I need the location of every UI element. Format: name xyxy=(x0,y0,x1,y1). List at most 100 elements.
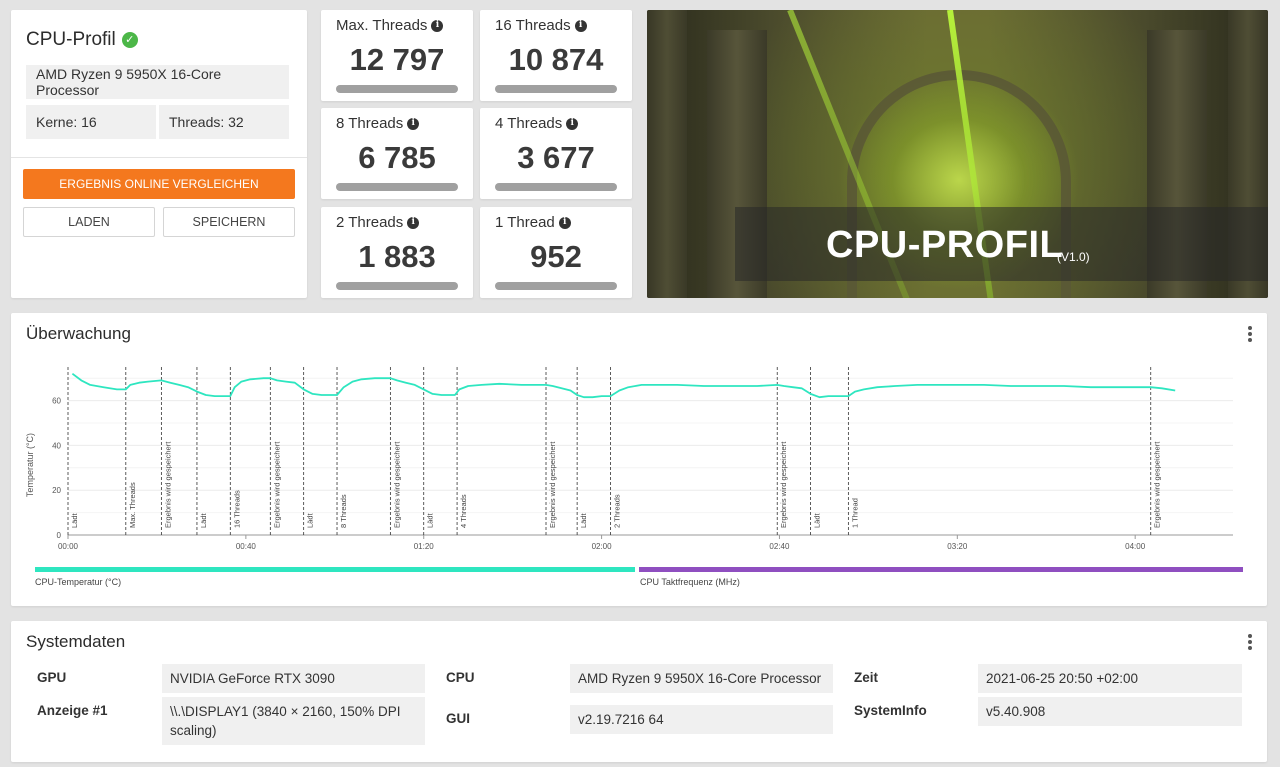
score-label: 16 Threads i xyxy=(495,17,587,34)
phase-marker-label: Max. Threads xyxy=(128,482,137,528)
score-card-2-threads: 2 Threads i 1 883 xyxy=(321,207,473,298)
score-value: 3 677 xyxy=(517,140,595,175)
save-button[interactable]: SPEICHERN xyxy=(163,207,295,237)
phase-marker-label: Lädt xyxy=(306,512,315,528)
phase-marker-label: Ergebnis wird gespeichert xyxy=(392,441,401,528)
score-card-1-thread: 1 Thread i 952 xyxy=(480,207,632,298)
score-label: 4 Threads i xyxy=(495,115,579,132)
gui-label: GUI xyxy=(446,711,471,726)
phase-marker-label: Ergebnis wird gespeichert xyxy=(1153,441,1162,528)
score-card-16-threads: 16 Threads i 10 874 xyxy=(480,10,632,101)
cpu-label: CPU xyxy=(446,670,475,685)
x-tick-label: 02:00 xyxy=(592,542,613,551)
monitoring-title: Überwachung xyxy=(26,324,131,343)
x-tick-label: 04:00 xyxy=(1125,542,1146,551)
phase-marker-label: Lädt xyxy=(199,512,208,528)
phase-marker-label: Lädt xyxy=(426,512,435,528)
profile-title: CPU-Profil ✓ xyxy=(26,29,138,51)
more-menu-icon[interactable] xyxy=(1247,634,1253,650)
phase-marker-label: Lädt xyxy=(813,512,822,528)
y-tick-label: 0 xyxy=(57,531,62,540)
system-data-title: Systemdaten xyxy=(26,632,126,651)
score-label: 1 Thread i xyxy=(495,214,571,231)
profile-card: CPU-Profil ✓ AMD Ryzen 9 5950X 16-Core P… xyxy=(11,10,307,298)
monitoring-card: Überwachung 0 20 40 60 00:00 00:40 01:20 02:00 0… xyxy=(11,313,1267,606)
temperature-series-line xyxy=(71,372,1176,399)
display-value: \\.\DISPLAY1 (3840 × 2160, 150% DPI scal… xyxy=(162,697,425,745)
legend-label-temperature: CPU-Temperatur (°C) xyxy=(35,577,122,587)
pillar-far-left xyxy=(647,10,687,298)
score-bar xyxy=(495,282,617,290)
score-label-text: 4 Threads xyxy=(495,115,563,132)
phase-marker-label: 16 Threads xyxy=(232,490,241,528)
phase-marker-label: Lädt xyxy=(579,512,588,528)
info-icon[interactable]: i xyxy=(407,117,420,130)
phase-marker-label: Ergebnis wird gespeichert xyxy=(548,441,557,528)
phase-marker-label: 8 Threads xyxy=(339,494,348,528)
score-bar xyxy=(336,183,458,191)
divider xyxy=(11,157,307,158)
x-tick-label: 03:20 xyxy=(947,542,968,551)
legend-bar-frequency xyxy=(639,567,1243,572)
cpu-value: AMD Ryzen 9 5950X 16-Core Processor xyxy=(570,664,833,693)
score-card-max-threads: Max. Threads i 12 797 xyxy=(321,10,473,101)
x-tick-label: 00:40 xyxy=(236,542,257,551)
hero-banner xyxy=(735,207,1268,281)
score-value: 12 797 xyxy=(349,42,445,77)
check-icon: ✓ xyxy=(121,32,138,48)
score-value: 10 874 xyxy=(508,42,604,77)
load-button[interactable]: LADEN xyxy=(23,207,155,237)
time-value: 2021-06-25 20:50 +02:00 xyxy=(978,664,1242,693)
hero-version: (V1.0) xyxy=(1057,250,1090,264)
score-bar xyxy=(495,85,617,93)
hero-title: CPU-PROFIL xyxy=(826,224,1064,266)
system-data-card: Systemdaten GPU NVIDIA GeForce RTX 3090 … xyxy=(11,621,1267,762)
phase-marker-label: 2 Threads xyxy=(612,494,621,528)
score-value: 6 785 xyxy=(358,140,436,175)
gpu-value: NVIDIA GeForce RTX 3090 xyxy=(162,664,425,693)
display-label: Anzeige #1 xyxy=(37,703,108,718)
hero-image: CPU-PROFIL (V1.0) xyxy=(647,10,1268,298)
temperature-chart: 0 20 40 60 00:00 00:40 01:20 02:00 02:40 03:20 04:… xyxy=(25,367,1243,572)
cpu-name: AMD Ryzen 9 5950X 16-Core Processor xyxy=(26,65,289,99)
score-label-text: 1 Thread xyxy=(495,214,555,231)
phase-marker-label: Ergebnis wird gespeichert xyxy=(272,441,281,528)
score-card-8-threads: 8 Threads i 6 785 xyxy=(321,108,473,199)
y-tick-label: 20 xyxy=(52,486,61,495)
score-bar xyxy=(336,85,458,93)
y-axis-label: Temperatur (°C) xyxy=(25,433,35,497)
gui-value: v2.19.7216 64 xyxy=(570,705,833,734)
score-label: 8 Threads i xyxy=(336,115,420,132)
score-label: 2 Threads i xyxy=(336,214,420,231)
phase-marker-label: 4 Threads xyxy=(459,494,468,528)
score-label: Max. Threads i xyxy=(336,17,444,34)
gpu-label: GPU xyxy=(37,670,67,685)
info-icon[interactable]: i xyxy=(431,19,444,32)
legend-bar-temperature xyxy=(35,567,635,572)
time-label: Zeit xyxy=(854,670,879,685)
phase-marker-label: Lädt xyxy=(70,512,79,528)
systeminfo-value: v5.40.908 xyxy=(978,697,1242,726)
phase-marker-label: Ergebnis wird gespeichert xyxy=(779,441,788,528)
x-tick-label: 01:20 xyxy=(414,542,435,551)
score-value: 952 xyxy=(530,239,582,274)
score-label-text: 8 Threads xyxy=(336,115,404,132)
more-menu-icon[interactable] xyxy=(1247,326,1253,342)
info-icon[interactable]: i xyxy=(558,216,571,229)
legend-label-frequency: CPU Taktfrequenz (MHz) xyxy=(640,577,740,587)
phase-marker-label: Ergebnis wird gespeichert xyxy=(163,441,172,528)
score-bar xyxy=(336,282,458,290)
info-icon[interactable]: i xyxy=(574,19,587,32)
score-bar xyxy=(495,183,617,191)
compare-online-button[interactable]: ERGEBNIS ONLINE VERGLEICHEN xyxy=(23,169,295,199)
y-tick-label: 40 xyxy=(52,441,61,450)
phase-marker-label: 1 Thread xyxy=(850,498,859,528)
profile-title-text: CPU-Profil xyxy=(26,29,116,50)
x-tick-label: 02:40 xyxy=(769,542,790,551)
info-icon[interactable]: i xyxy=(566,117,579,130)
info-icon[interactable]: i xyxy=(407,216,420,229)
x-tick-label: 00:00 xyxy=(58,542,79,551)
y-tick-label: 60 xyxy=(52,397,61,406)
score-card-4-threads: 4 Threads i 3 677 xyxy=(480,108,632,199)
systeminfo-label: SystemInfo xyxy=(854,703,927,718)
